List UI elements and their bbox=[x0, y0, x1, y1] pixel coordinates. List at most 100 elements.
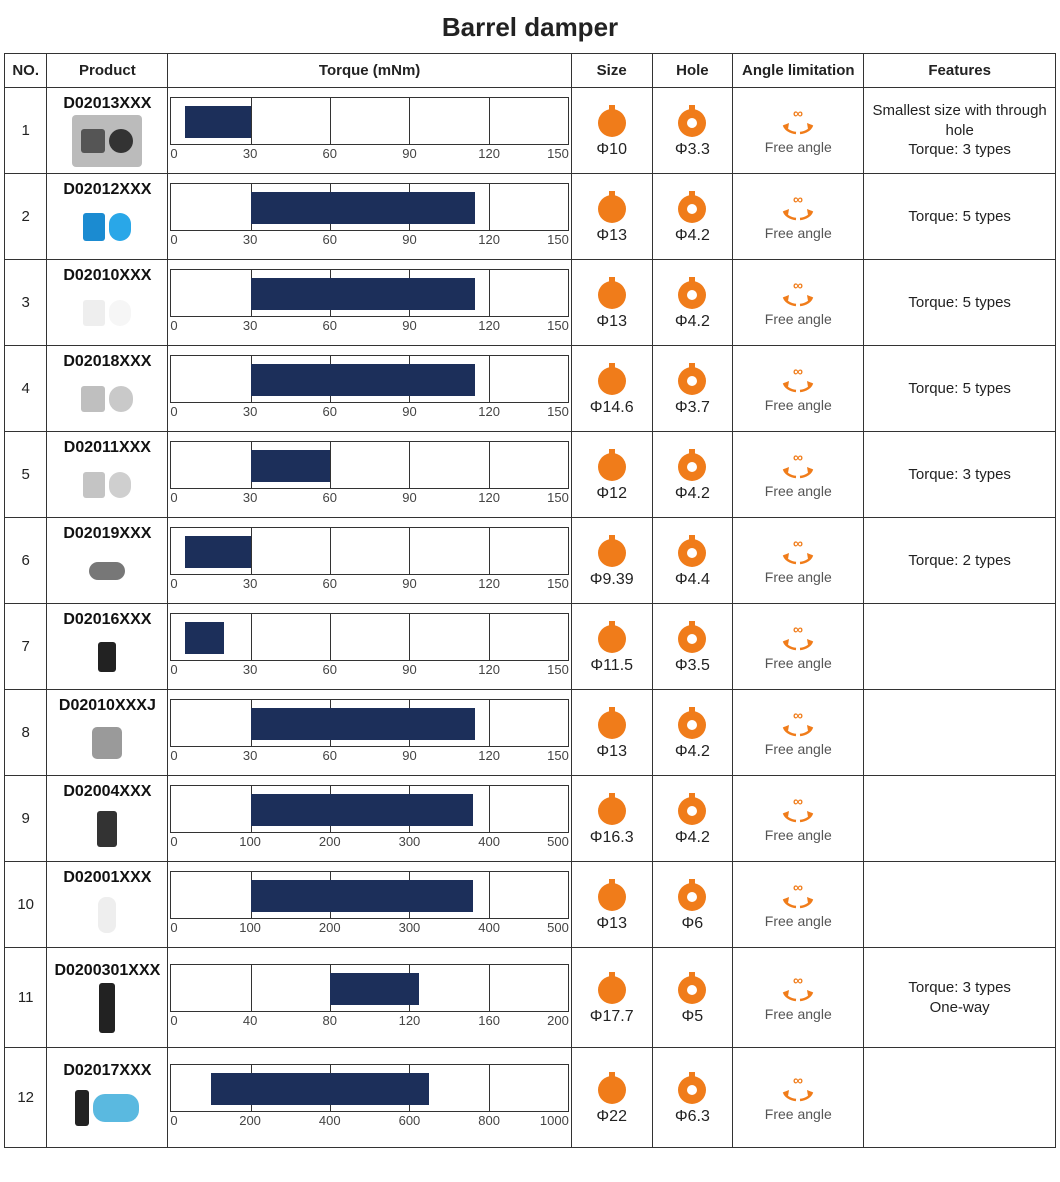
chart-tick: 500 bbox=[547, 834, 569, 849]
angle-label: Free angle bbox=[735, 483, 861, 499]
size-label: Φ11.5 bbox=[574, 657, 650, 675]
angle-cell: ∞ Free angle bbox=[733, 776, 864, 862]
row-number: 1 bbox=[5, 88, 47, 174]
torque-chart: 04080120160200 bbox=[168, 948, 571, 1048]
angle-label: Free angle bbox=[735, 1006, 861, 1022]
table-row: 5D02011XXX0306090120150 Φ12 Φ4.2 ∞ Free … bbox=[5, 432, 1056, 518]
chart-tick: 120 bbox=[478, 662, 500, 677]
chart-tick: 30 bbox=[243, 576, 257, 591]
row-number: 9 bbox=[5, 776, 47, 862]
chart-tick: 0 bbox=[170, 490, 177, 505]
angle-label: Free angle bbox=[735, 913, 861, 929]
chart-tick: 30 bbox=[243, 232, 257, 247]
row-number: 2 bbox=[5, 174, 47, 260]
angle-label: Free angle bbox=[735, 1106, 861, 1122]
torque-bar bbox=[330, 973, 419, 1005]
chart-tick: 30 bbox=[243, 662, 257, 677]
hole-cell: Φ6 bbox=[652, 862, 733, 948]
size-icon bbox=[574, 1070, 650, 1106]
hole-label: Φ4.2 bbox=[655, 743, 731, 761]
chart-tick: 0 bbox=[170, 146, 177, 161]
free-angle-icon: ∞ bbox=[735, 365, 861, 395]
chart-tick: 120 bbox=[478, 748, 500, 763]
product-cell: D02016XXX bbox=[47, 604, 168, 690]
product-code: D02018XXX bbox=[49, 353, 165, 371]
hole-icon bbox=[655, 533, 731, 569]
hole-label: Φ6.3 bbox=[655, 1108, 731, 1126]
product-code: D02011XXX bbox=[49, 439, 165, 457]
col-header: Size bbox=[571, 54, 652, 88]
product-image bbox=[72, 115, 142, 167]
chart-tick: 0 bbox=[170, 232, 177, 247]
product-code: D02016XXX bbox=[49, 611, 165, 629]
product-cell: D02017XXX bbox=[47, 1048, 168, 1148]
free-angle-icon: ∞ bbox=[735, 537, 861, 567]
angle-label: Free angle bbox=[735, 225, 861, 241]
angle-cell: ∞ Free angle bbox=[733, 690, 864, 776]
product-cell: D02013XXX bbox=[47, 88, 168, 174]
torque-bar bbox=[251, 364, 476, 396]
chart-tick: 90 bbox=[402, 748, 416, 763]
hole-icon bbox=[655, 705, 731, 741]
row-number: 7 bbox=[5, 604, 47, 690]
angle-label: Free angle bbox=[735, 741, 861, 757]
hole-cell: Φ4.2 bbox=[652, 776, 733, 862]
size-label: Φ10 bbox=[574, 141, 650, 159]
hole-cell: Φ5 bbox=[652, 948, 733, 1048]
hole-icon bbox=[655, 619, 731, 655]
hole-icon bbox=[655, 1070, 731, 1106]
size-label: Φ14.6 bbox=[574, 399, 650, 417]
hole-label: Φ4.2 bbox=[655, 829, 731, 847]
svg-text:∞: ∞ bbox=[793, 795, 803, 809]
svg-text:∞: ∞ bbox=[793, 1074, 803, 1088]
free-angle-icon: ∞ bbox=[735, 881, 861, 911]
size-label: Φ9.39 bbox=[574, 571, 650, 589]
free-angle-icon: ∞ bbox=[735, 795, 861, 825]
product-cell: D02004XXX bbox=[47, 776, 168, 862]
product-image bbox=[72, 717, 142, 769]
torque-chart: 0100200300400500 bbox=[168, 862, 571, 948]
svg-text:∞: ∞ bbox=[793, 193, 803, 207]
table-row: 7D02016XXX0306090120150 Φ11.5 Φ3.5 ∞ Fre… bbox=[5, 604, 1056, 690]
chart-tick: 90 bbox=[402, 146, 416, 161]
col-header: Features bbox=[864, 54, 1056, 88]
size-cell: Φ10 bbox=[571, 88, 652, 174]
col-header: Hole bbox=[652, 54, 733, 88]
hole-label: Φ5 bbox=[655, 1008, 731, 1026]
angle-label: Free angle bbox=[735, 655, 861, 671]
product-cell: D02010XXXJ bbox=[47, 690, 168, 776]
product-image bbox=[72, 1082, 142, 1134]
row-number: 4 bbox=[5, 346, 47, 432]
features-cell bbox=[864, 690, 1056, 776]
product-code: D02001XXX bbox=[49, 869, 165, 887]
chart-tick: 60 bbox=[323, 404, 337, 419]
free-angle-icon: ∞ bbox=[735, 279, 861, 309]
size-label: Φ13 bbox=[574, 915, 650, 933]
chart-tick: 150 bbox=[547, 146, 569, 161]
hole-cell: Φ3.3 bbox=[652, 88, 733, 174]
free-angle-icon: ∞ bbox=[735, 107, 861, 137]
hole-cell: Φ4.2 bbox=[652, 174, 733, 260]
free-angle-icon: ∞ bbox=[735, 974, 861, 1004]
angle-cell: ∞ Free angle bbox=[733, 604, 864, 690]
hole-cell: Φ3.5 bbox=[652, 604, 733, 690]
chart-tick: 30 bbox=[243, 748, 257, 763]
product-code: D02017XXX bbox=[49, 1062, 165, 1080]
hole-icon bbox=[655, 361, 731, 397]
chart-tick: 60 bbox=[323, 232, 337, 247]
table-row: 2D02012XXX0306090120150 Φ13 Φ4.2 ∞ Free … bbox=[5, 174, 1056, 260]
chart-tick: 60 bbox=[323, 490, 337, 505]
torque-bar bbox=[251, 794, 473, 826]
svg-text:∞: ∞ bbox=[793, 279, 803, 293]
torque-bar bbox=[211, 1073, 429, 1105]
table-row: 12D02017XXX02004006008001000 Φ22 Φ6.3 ∞ … bbox=[5, 1048, 1056, 1148]
product-image bbox=[72, 545, 142, 597]
chart-tick: 90 bbox=[402, 490, 416, 505]
torque-chart: 0306090120150 bbox=[168, 690, 571, 776]
size-cell: Φ22 bbox=[571, 1048, 652, 1148]
product-image bbox=[72, 803, 142, 855]
size-label: Φ13 bbox=[574, 313, 650, 331]
hole-label: Φ3.5 bbox=[655, 657, 731, 675]
angle-label: Free angle bbox=[735, 827, 861, 843]
row-number: 12 bbox=[5, 1048, 47, 1148]
